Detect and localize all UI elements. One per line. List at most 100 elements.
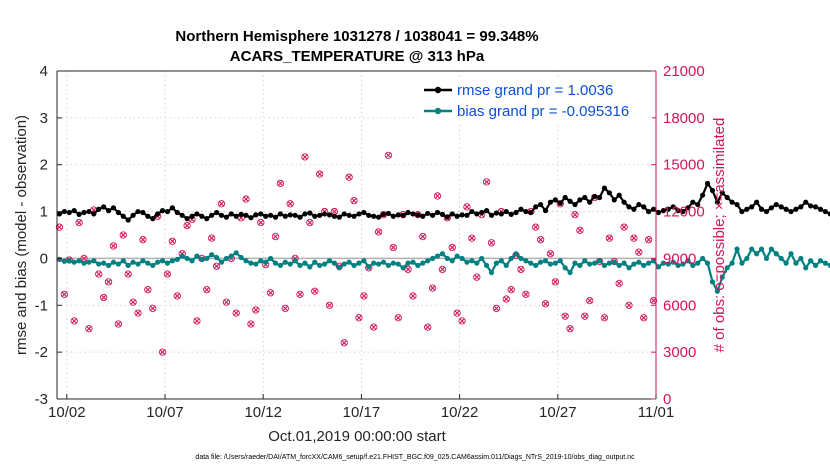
rmse-point [817,206,824,212]
possible-obs-point [281,304,289,313]
rmse-point [71,208,77,214]
bias-point [778,255,784,262]
rmse-point [690,199,696,205]
bias-point [331,260,338,266]
bias-point [351,262,357,269]
assimilated-obs-point [361,293,367,299]
rmse-point [405,209,411,216]
rmse-point [758,206,765,212]
possible-obs-point [316,170,324,178]
rmse-point [572,201,578,208]
possible-obs-point [252,306,260,314]
rmse-point [253,212,259,218]
assimilated-obs-point [395,315,401,321]
rmse-point [351,213,357,219]
bias-point [277,262,283,269]
assimilated-obs-point [523,291,529,298]
rmse-point [734,201,740,208]
assimilated-obs-point [351,197,357,204]
assimilated-obs-point [331,208,338,215]
rmse-point [105,208,112,214]
rmse-point [155,211,161,217]
bias-point [513,251,519,257]
rmse-point [552,197,558,203]
rmse-point [420,213,426,219]
bias-point [155,259,161,265]
possible-obs-point [649,296,658,305]
possible-obs-point [301,153,309,161]
rmse-point [719,190,725,196]
bias-point [169,258,175,264]
assimilated-obs-point [56,224,63,230]
assimilated-obs-point [385,152,392,159]
y-tick-label-left: -2 [35,344,48,361]
bias-point [484,262,490,269]
possible-obs-point [502,295,510,303]
rmse-point [390,213,396,219]
rmse-point [454,213,460,219]
rmse-point [243,212,249,218]
rmse-point [479,209,485,216]
bias-point [812,262,819,269]
bias-point [783,260,789,266]
assimilated-obs-point [405,266,411,273]
bias-point [410,259,416,265]
rmse-point [503,208,509,215]
possible-obs-point [296,290,304,299]
rmse-point [267,212,274,218]
y-tick-label-right: 6000 [663,297,696,314]
y-tick-label-right: 12000 [663,204,705,221]
rmse-point [827,211,830,217]
x-tick-label: 10/02 [48,404,86,421]
assimilated-obs-point [552,279,559,285]
bias-point [749,246,755,252]
assimilated-obs-point [110,243,117,249]
bias-point [596,258,603,264]
bias-point [788,251,794,257]
assimilated-obs-point [208,235,215,241]
rmse-point [317,212,323,218]
possible-obs-point [625,301,633,309]
bias-point [626,265,632,271]
rmse-point [631,206,637,212]
assimilated-obs-point [267,290,274,296]
bias-point [577,262,583,269]
bias-point [636,259,642,265]
bias-point [140,258,146,264]
rmse-point [768,205,774,211]
rmse-point [101,204,107,210]
legend: rmse grand pr = 1.0036 bias grand pr = -… [418,77,652,123]
bias-point [690,262,696,269]
assimilated-obs-point [282,305,288,312]
possible-obs-point [139,236,147,244]
possible-obs-point [144,286,152,294]
assimilated-obs-point [572,212,578,218]
assimilated-obs-point [86,326,92,332]
y-tick-label-right: 18000 [663,110,705,127]
bias-point [61,258,67,264]
legend-label-bias: bias grand pr = -0.095316 [457,103,629,120]
bias-point [258,258,264,264]
assimilated-obs-point [518,266,524,273]
bias-point [361,258,367,264]
bias-point [479,255,485,262]
possible-obs-point [448,243,456,252]
bias-point [474,260,480,266]
possible-obs-point [222,298,231,306]
bias-point [223,255,229,262]
rmse-point [562,194,568,201]
rmse-point [606,190,612,196]
bias-point [572,260,578,266]
bias-point [91,258,97,264]
rmse-point [169,205,175,211]
bias-point [390,260,396,266]
bias-point [744,255,750,262]
assimilated-obs-point [174,293,180,299]
bias-point [758,246,765,252]
bias-point [346,259,352,265]
rmse-point [611,197,617,203]
possible-obs-point [311,287,319,295]
bias-point [709,279,716,285]
assimilated-obs-point [459,318,465,324]
possible-obs-point [134,309,142,317]
